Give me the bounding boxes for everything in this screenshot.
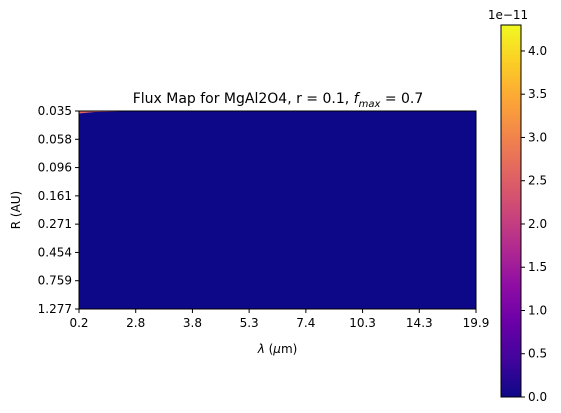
colorbar-tick-label: 0.5 bbox=[528, 347, 547, 361]
colorbar-tick-label: 2.5 bbox=[528, 174, 547, 188]
colorbar-frame bbox=[500, 24, 522, 398]
x-axis-label-mu: μ bbox=[272, 342, 281, 356]
x-tick-label: 19.9 bbox=[463, 316, 490, 330]
x-tick-label: 10.3 bbox=[349, 316, 376, 330]
x-tick-label: 14.3 bbox=[406, 316, 433, 330]
chart-title-suffix: = 0.7 bbox=[380, 91, 423, 107]
y-tick-label: 0.161 bbox=[38, 189, 72, 203]
y-tick-label: 0.759 bbox=[38, 274, 72, 288]
colorbar-tick-label: 0.0 bbox=[528, 390, 547, 404]
colorbar: 0.0 0.5 1.0 1.5 2.0 2.5 3.0 3.5 4.0 1e−11 bbox=[488, 8, 547, 404]
heatmap-background bbox=[79, 111, 476, 309]
y-tick-label: 0.058 bbox=[38, 132, 72, 146]
heatmap-field bbox=[79, 111, 476, 309]
colorbar-offset-label: 1e−11 bbox=[488, 8, 528, 22]
heatmap-hot-edge bbox=[79, 111, 150, 114]
x-tick-label: 0.2 bbox=[69, 316, 88, 330]
x-axis-ticks: 0.2 2.8 3.8 5.3 7.4 10.3 14.3 19.9 bbox=[69, 309, 489, 330]
chart-title-prefix: Flux Map for MgAl2O4, r = 0.1, bbox=[133, 91, 354, 107]
x-tick-label: 2.8 bbox=[126, 316, 145, 330]
colorbar-ticks: 0.0 0.5 1.0 1.5 2.0 2.5 3.0 3.5 4.0 bbox=[521, 44, 547, 404]
x-axis-label-symbol: λ bbox=[257, 342, 265, 356]
y-tick-label: 0.271 bbox=[38, 217, 72, 231]
x-tick-label: 5.3 bbox=[240, 316, 259, 330]
colorbar-tick-label: 2.0 bbox=[528, 217, 547, 231]
x-axis-label: λ (μm) bbox=[257, 342, 298, 356]
x-axis-label-open: ( bbox=[265, 342, 274, 356]
y-tick-label: 0.454 bbox=[38, 245, 72, 259]
y-tick-label: 1.277 bbox=[38, 302, 72, 316]
chart-title: Flux Map for MgAl2O4, r = 0.1, fmax = 0.… bbox=[133, 91, 424, 110]
y-tick-label: 0.096 bbox=[38, 161, 72, 175]
x-axis-label-rest: m) bbox=[281, 342, 297, 356]
colorbar-tick-label: 1.0 bbox=[528, 303, 547, 317]
y-axis-ticks: 0.035 0.058 0.096 0.161 0.271 0.454 0.759 1.277 bbox=[38, 104, 79, 316]
colorbar-tick-label: 3.0 bbox=[528, 130, 547, 144]
chart-title-fmax-symbol: f bbox=[354, 91, 361, 107]
colorbar-tick-label: 4.0 bbox=[528, 44, 547, 58]
colorbar-tick-label: 3.5 bbox=[528, 87, 547, 101]
y-tick-label: 0.035 bbox=[38, 104, 72, 118]
chart-title-fmax-subscript: max bbox=[359, 99, 381, 110]
axes-frame bbox=[78, 110, 477, 310]
colorbar-tick-label: 1.5 bbox=[528, 260, 547, 274]
colorbar-gradient bbox=[501, 25, 521, 397]
x-tick-label: 7.4 bbox=[296, 316, 315, 330]
x-tick-label: 3.8 bbox=[183, 316, 202, 330]
y-axis-label: R (AU) bbox=[9, 191, 23, 230]
